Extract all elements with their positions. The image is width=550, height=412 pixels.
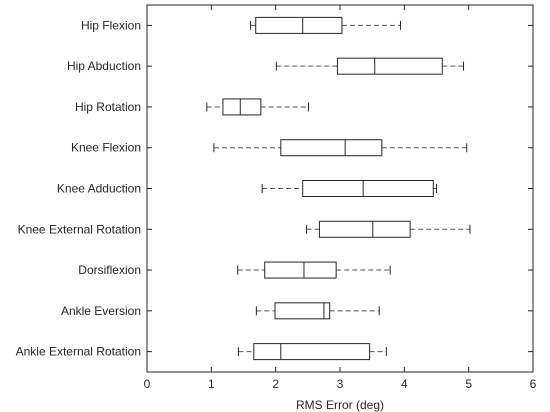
category-label: Hip Flexion <box>81 18 141 32</box>
x-tick-label: 0 <box>144 377 151 391</box>
iqr-box <box>255 16 343 34</box>
iqr-box <box>253 343 371 361</box>
category-labels: Hip Flexion Hip Abduction Hip Rotation Knee… <box>16 18 533 359</box>
category-label: Knee External Rotation <box>18 222 141 236</box>
x-ticks: 0 1 2 3 4 5 6 <box>144 5 537 391</box>
box-hip-flexion <box>250 16 401 34</box>
iqr-box <box>264 261 337 279</box>
category-label: Knee Flexion <box>71 141 141 155</box>
box-ankle-eversion <box>255 302 380 320</box>
category-label: Ankle External Rotation <box>16 345 141 359</box>
x-tick-label: 1 <box>208 377 215 391</box>
category-label: Hip Rotation <box>75 100 141 114</box>
x-tick-label: 5 <box>465 377 472 391</box>
x-tick-label: 4 <box>401 377 408 391</box>
iqr-box <box>280 139 383 157</box>
category-label: Ankle Eversion <box>61 304 141 318</box>
plot-frame <box>146 4 534 373</box>
box-dorsiflexion <box>237 261 391 279</box>
x-tick-label: 6 <box>530 377 537 391</box>
category-label: Hip Abduction <box>67 59 141 73</box>
box-knee-external-rotation <box>306 220 471 238</box>
x-tick-label: 2 <box>272 377 279 391</box>
iqr-box <box>302 180 434 197</box>
iqr-box <box>222 98 262 116</box>
box-knee-adduction <box>261 180 437 197</box>
category-label: Dorsiflexion <box>78 263 141 277</box>
iqr-box <box>274 302 331 320</box>
x-tick-label: 3 <box>337 377 344 391</box>
box-knee-flexion <box>213 139 468 157</box>
iqr-box <box>336 57 443 75</box>
box-hip-abduction <box>275 57 465 75</box>
iqr-box <box>318 220 411 238</box>
category-label: Knee Adduction <box>57 182 141 196</box>
box-series <box>206 16 471 361</box>
x-axis-label: RMS Error (deg) <box>296 398 384 412</box>
box-ankle-external-rotation <box>237 343 387 361</box>
box-hip-rotation <box>206 98 309 116</box>
